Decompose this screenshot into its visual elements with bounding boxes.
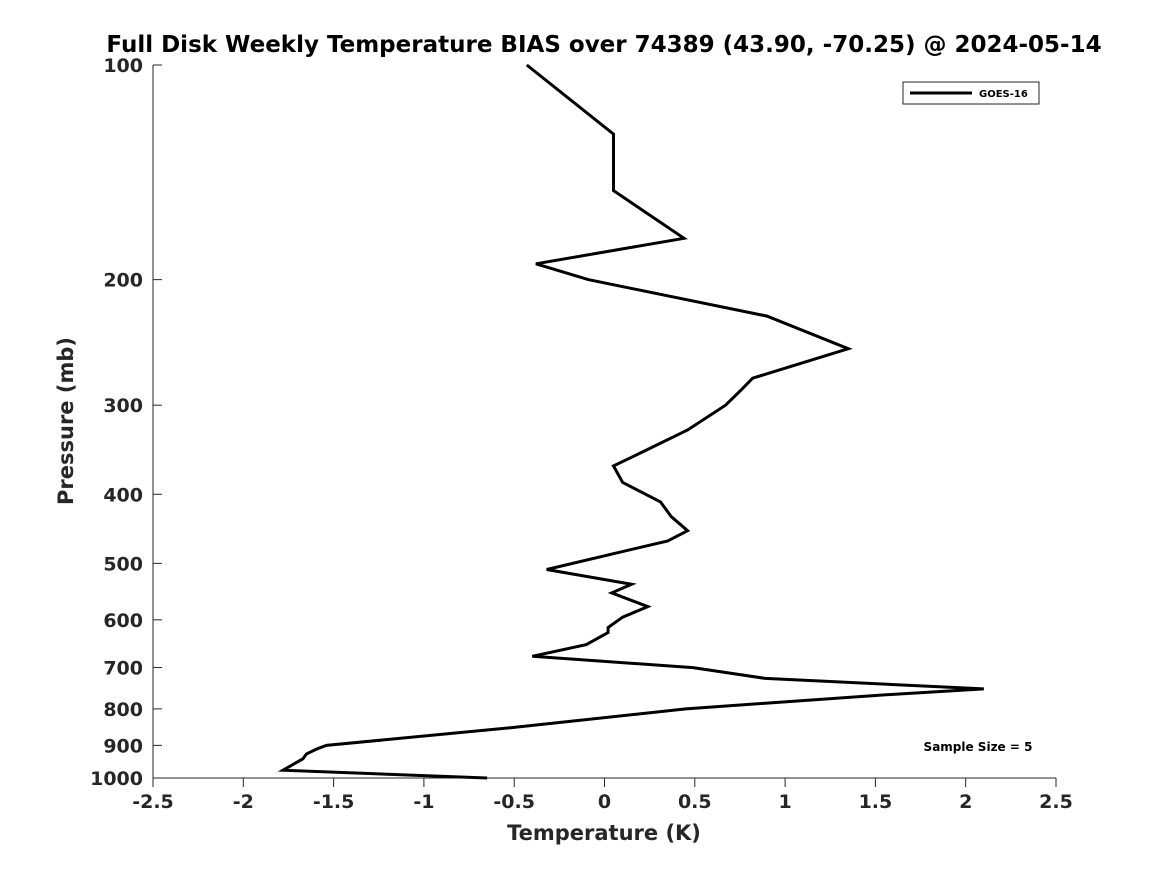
y-tick-label: 600 <box>103 610 143 632</box>
x-tick-label: -2.5 <box>132 791 174 813</box>
x-tick-label: 1 <box>778 791 791 813</box>
x-axis-title: Temperature (K) <box>507 821 701 845</box>
y-tick-label: 200 <box>103 270 143 292</box>
x-tick-label: -2 <box>233 791 254 813</box>
series-layer <box>277 63 984 780</box>
y-axis-title: Pressure (mb) <box>54 337 78 505</box>
x-tick-label: 1.5 <box>859 791 893 813</box>
legend: GOES-16 <box>902 81 1040 105</box>
x-tick-label: 0 <box>598 791 611 813</box>
sample-size-annotation: Sample Size = 5 <box>924 740 1033 754</box>
x-tick-label: -1 <box>413 791 434 813</box>
x-tick-label: 0.5 <box>678 791 712 813</box>
chart-title: Full Disk Weekly Temperature BIAS over 7… <box>106 32 1101 58</box>
x-tick-label: -1.5 <box>313 791 355 813</box>
x-tick-label: 2 <box>959 791 972 813</box>
y-tick-label: 700 <box>103 658 143 680</box>
y-tick-label: 900 <box>103 735 143 757</box>
series-line-goes-16 <box>277 63 984 780</box>
y-tick-label: 100 <box>103 55 143 77</box>
y-tick-label: 800 <box>103 699 143 721</box>
y-tick-label: 400 <box>103 484 143 506</box>
x-tick-label: 2.5 <box>1039 791 1073 813</box>
x-tick-label: -0.5 <box>493 791 535 813</box>
x-axis-ticks: -2.5 -2 -1.5 -1 -0.5 0 0.5 1 1.5 2 2.5 <box>132 778 1073 813</box>
legend-label-goes-16: GOES-16 <box>979 89 1028 100</box>
y-tick-label: 300 <box>103 395 143 417</box>
y-axis-ticks: 100 200 300 400 500 600 700 800 900 1000 <box>90 55 162 790</box>
y-tick-label: 1000 <box>90 768 143 790</box>
plot-area <box>153 65 1056 778</box>
y-tick-label: 500 <box>103 553 143 575</box>
